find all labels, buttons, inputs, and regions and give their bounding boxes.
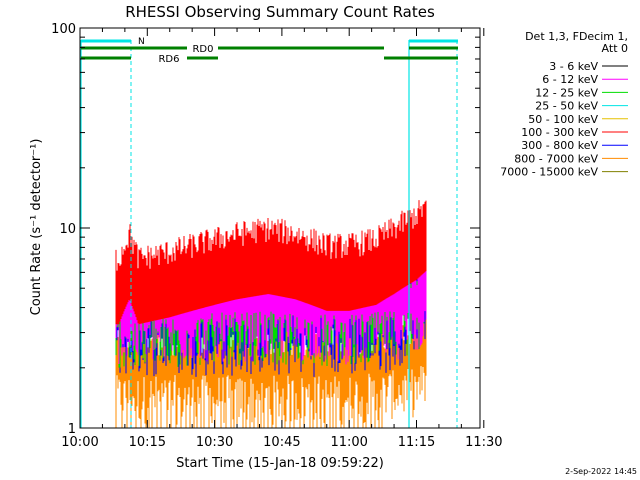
legend-entry-label: 3 - 6 keV — [549, 60, 598, 73]
x-tick-label: 10:15 — [129, 435, 166, 450]
legend-entry-label: 300 - 800 keV — [521, 139, 598, 152]
y-axis-label: Count Rate (s⁻¹ detector⁻¹) — [29, 139, 44, 316]
x-axis-label: Start Time (15-Jan-18 09:59:22) — [176, 456, 384, 471]
legend-header: Det 1,3, FDecim 1, — [525, 30, 628, 43]
legend-entry-label: 100 - 300 keV — [521, 126, 598, 139]
rd0-label: RD0 — [192, 44, 213, 55]
rd6-label: RD6 — [158, 54, 179, 65]
legend-entry-label: 50 - 100 keV — [528, 113, 598, 126]
x-tick-label: 10:30 — [196, 435, 233, 450]
series-100-300-kev — [115, 200, 427, 325]
annotations-layer: N RD0 RD6 — [80, 37, 458, 428]
footer-date: 2-Sep-2022 14:45 — [565, 467, 637, 476]
x-tick-label: 11:00 — [330, 435, 367, 450]
legend-header: Att 0 — [602, 42, 628, 55]
legend-entry-label: 800 - 7000 keV — [514, 152, 598, 165]
legend-entry-label: 7000 - 15000 keV — [500, 166, 598, 179]
night-label: N — [138, 37, 145, 47]
y-tick-label: 100 — [51, 22, 76, 37]
axes-layer: 10:00 10:15 10:30 10:45 11:00 11:15 11:30 1 10 10… — [51, 22, 502, 450]
legend-entry-label: 6 - 12 keV — [542, 73, 598, 86]
legend-entry-label: 12 - 25 keV — [535, 86, 598, 99]
y-axis-label-text: Count Rate (s⁻¹ detector⁻¹) — [29, 139, 44, 316]
x-tick-label: 10:00 — [61, 435, 98, 450]
x-tick-label: 10:45 — [263, 435, 300, 450]
y-tick-label: 10 — [59, 222, 76, 237]
series-layer — [115, 200, 427, 428]
chart-title: RHESSI Observing Summary Count Rates — [125, 3, 435, 21]
x-tick-label: 11:15 — [398, 435, 435, 450]
legend-entry-label: 25 - 50 keV — [535, 100, 598, 113]
y-tick-label: 1 — [68, 422, 76, 437]
x-tick-label: 11:30 — [465, 435, 502, 450]
